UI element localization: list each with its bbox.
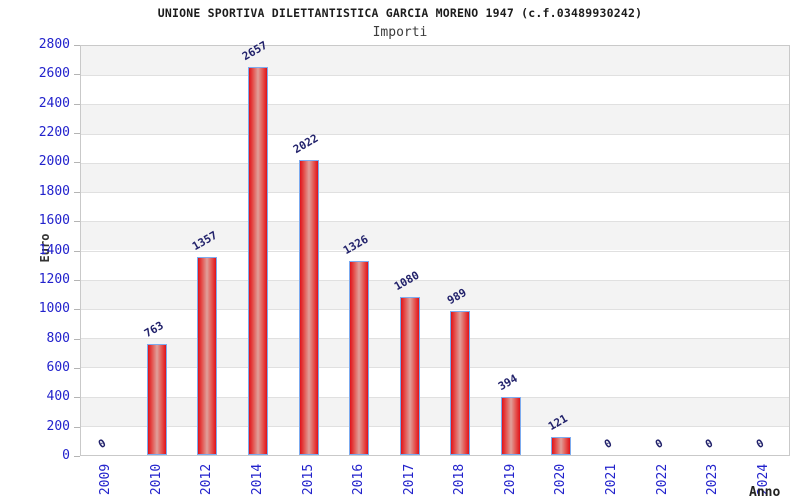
y-tick-label: 2600 — [38, 66, 70, 82]
x-tick-label: 2023 — [692, 458, 734, 500]
grid-band — [81, 396, 789, 426]
gridline — [81, 75, 789, 77]
y-tick-mark — [74, 397, 80, 399]
x-tick-label-text: 2018 — [452, 463, 468, 495]
y-tick-mark — [74, 426, 80, 428]
gridline — [81, 104, 789, 106]
gridline — [81, 250, 789, 252]
x-tick-label: 2022 — [642, 458, 684, 500]
x-tick-label: 2009 — [85, 458, 127, 500]
gridline — [81, 221, 789, 223]
gridline — [81, 133, 789, 135]
grid-band — [81, 338, 789, 368]
gridline — [81, 192, 789, 194]
y-tick-label: 2800 — [38, 37, 70, 52]
gridline — [81, 338, 789, 340]
y-tick-label: 200 — [46, 418, 70, 434]
y-tick-mark — [74, 74, 80, 76]
grid-band — [81, 46, 789, 76]
y-tick-mark — [74, 162, 80, 164]
x-tick-label-text: 2021 — [604, 463, 620, 495]
x-tick-label: 2019 — [490, 458, 532, 500]
y-tick-label: 600 — [46, 359, 70, 375]
gridline — [81, 396, 789, 398]
x-tick-label-text: 2009 — [98, 463, 114, 495]
x-tick-label-text: 2014 — [250, 463, 266, 495]
gridline — [81, 425, 789, 427]
y-tick-label: 1000 — [38, 301, 70, 317]
x-tick-label-text: 2019 — [503, 463, 519, 495]
x-tick-label-text: 2020 — [553, 463, 569, 495]
bar — [197, 257, 217, 455]
bar — [299, 160, 319, 455]
gridline — [81, 367, 789, 369]
y-tick-label: 1200 — [38, 271, 70, 287]
grid-band — [81, 251, 789, 280]
x-tick-label-text: 2010 — [149, 463, 165, 495]
bar — [248, 67, 268, 455]
bar — [551, 437, 571, 455]
chart-title: UNIONE SPORTIVA DILETTANTISTICA GARCIA M… — [157, 6, 643, 20]
x-tick-label: 2015 — [288, 458, 330, 500]
plot-area: 0 763 1357 2657 2022 1326 1080 989 394 121 0 0 0 0 — [80, 39, 790, 456]
grid-band — [81, 221, 789, 251]
y-tick-mark — [74, 309, 80, 311]
grid-band — [81, 426, 789, 455]
grid-band — [81, 309, 789, 338]
y-tick-mark — [74, 191, 80, 193]
y-tick-label: 0 — [62, 448, 70, 463]
y-tick-label: 2400 — [38, 95, 70, 111]
x-axis-title: Anno — [749, 485, 781, 500]
x-tick-label: 2016 — [338, 458, 380, 500]
grid-band — [81, 192, 789, 221]
x-tick-label-text: 2016 — [351, 463, 367, 495]
bar — [147, 344, 167, 455]
x-tick-label-text: 2015 — [301, 463, 317, 495]
y-tick-mark — [74, 133, 80, 135]
bar — [349, 261, 369, 455]
y-tick-label: 1800 — [38, 183, 70, 199]
grid-band — [81, 279, 789, 309]
x-tick-label: 2018 — [439, 458, 481, 500]
y-tick-mark — [74, 279, 80, 281]
x-tick-label-text: 2017 — [402, 463, 418, 495]
x-tick-label: 2020 — [540, 458, 582, 500]
y-tick-label: 1600 — [38, 213, 70, 229]
y-tick-mark — [74, 103, 80, 105]
x-tick-label-text: 2023 — [705, 463, 721, 495]
gridline — [81, 162, 789, 164]
x-tick-label: 2017 — [389, 458, 431, 500]
y-tick-label: 800 — [46, 330, 70, 346]
x-tick-label: 2010 — [136, 458, 178, 500]
y-tick-label: 2000 — [38, 154, 70, 170]
chart-subtitle: Importi — [372, 25, 428, 40]
y-tick-mark — [74, 338, 80, 340]
bar — [400, 297, 420, 455]
x-tick-label-text: 2012 — [199, 463, 215, 495]
x-tick-label: 2021 — [591, 458, 633, 500]
y-tick-mark — [74, 221, 80, 223]
grid-band — [81, 134, 789, 163]
y-tick-label: 1400 — [38, 242, 70, 258]
grid-band — [81, 104, 789, 134]
y-tick-mark — [74, 250, 80, 252]
x-tick-label: 2014 — [237, 458, 279, 500]
gridline — [81, 279, 789, 281]
y-tick-label: 400 — [46, 389, 70, 405]
grid-band — [81, 367, 789, 396]
bar — [450, 311, 470, 455]
x-tick-label-text: 2022 — [655, 463, 671, 495]
bar — [501, 397, 521, 455]
gridline — [81, 308, 789, 310]
y-tick-label: 2200 — [38, 125, 70, 141]
grid-band — [81, 75, 789, 104]
y-tick-mark — [74, 367, 80, 369]
x-tick-label: 2012 — [186, 458, 228, 500]
y-tick-mark — [74, 456, 80, 457]
grid-band — [81, 162, 789, 193]
y-tick-mark — [74, 45, 80, 46]
